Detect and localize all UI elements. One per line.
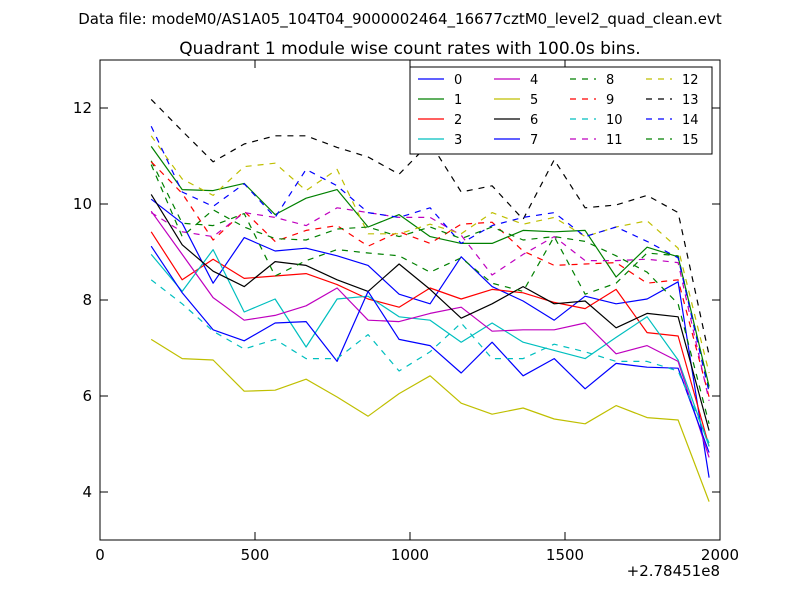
plot-area: 0 500 1000 1500 2000468101201234567891011121… [73,59,739,564]
suptitle: Data file: modeM0/AS1A05_104T04_90000024… [78,10,722,29]
x-tick-label: 500 [241,546,270,564]
y-tick-label: 12 [73,99,92,117]
legend-label-3: 3 [454,133,462,148]
series-line-2 [150,231,710,447]
legend-label-10: 10 [606,113,623,128]
series-line-5 [150,338,710,502]
y-tick-label: 6 [82,387,92,405]
series-line-3 [150,249,710,447]
series-line-14 [150,125,710,393]
x-tick-label: 2000 [701,546,739,564]
x-tick-label: 0 [95,546,105,564]
series-line-15 [150,164,710,424]
x-tick-label: 1000 [391,546,429,564]
legend-label-5: 5 [530,93,538,108]
legend-label-0: 0 [454,73,462,88]
series-line-10 [150,279,710,444]
legend-label-6: 6 [530,113,538,128]
legend-label-2: 2 [454,113,462,128]
legend-label-14: 14 [682,113,699,128]
series-line-4 [150,210,710,458]
legend-label-15: 15 [682,133,699,148]
series-line-11 [150,207,710,401]
legend-label-8: 8 [606,73,614,88]
chart-title: Quadrant 1 module wise count rates with … [179,39,640,59]
legend-label-1: 1 [454,93,462,108]
legend-label-11: 11 [606,133,623,148]
y-tick-label: 4 [82,483,92,501]
series-line-8 [150,160,710,389]
legend-label-9: 9 [606,93,614,108]
series-line-7 [150,245,710,453]
series-line-0 [150,198,710,478]
y-tick-label: 8 [82,291,92,309]
series-lines [150,98,710,502]
series-line-6 [150,194,710,431]
series-line-13 [150,98,710,356]
x-tick-label: 1500 [546,546,584,564]
legend-label-13: 13 [682,93,699,108]
legend-label-7: 7 [530,133,538,148]
y-tick-label: 10 [73,195,92,213]
x-offset-label: +2.78451e8 [627,562,720,580]
legend-label-12: 12 [682,73,699,88]
legend-label-4: 4 [530,73,538,88]
